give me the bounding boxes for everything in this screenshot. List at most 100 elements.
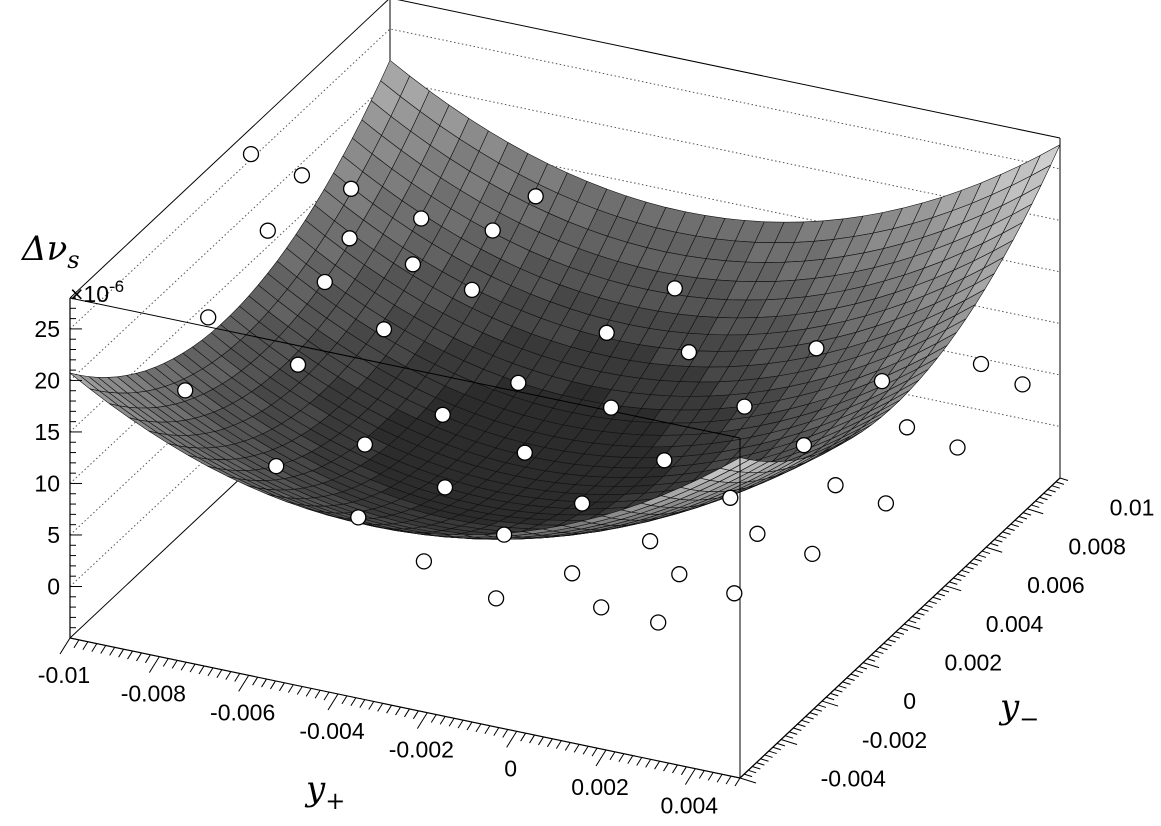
y-tick: [986, 546, 1003, 553]
x-tick: [573, 744, 580, 753]
z-tick-label: 15: [34, 419, 60, 445]
x-tick: [305, 688, 312, 697]
y-tick: [772, 746, 781, 751]
y-tick: [1002, 531, 1011, 535]
data-point: [726, 585, 743, 602]
x-tick-label: 0.002: [571, 774, 629, 800]
x-tick: [466, 721, 473, 731]
y-tick: [1006, 527, 1015, 531]
x-tick: [91, 643, 98, 652]
y-tick: [805, 715, 814, 720]
x-tick-label: -0.006: [210, 699, 275, 725]
y-tick: [752, 765, 761, 770]
y-tick: [944, 585, 962, 592]
y-tick: [867, 658, 876, 662]
x-tick: [238, 675, 250, 692]
y-tick-label: -0.002: [862, 727, 927, 753]
x-tick: [350, 697, 357, 706]
y-tick: [1047, 489, 1056, 493]
data-point: [415, 553, 433, 570]
data-point: [804, 545, 821, 563]
box-edge: [69, 0, 389, 299]
z-tick-label: 20: [34, 367, 60, 393]
x-tick: [595, 749, 607, 767]
data-point: [404, 256, 422, 273]
y-tick: [756, 762, 765, 766]
x-tick: [448, 718, 455, 727]
y-tick: [854, 669, 864, 674]
data-point: [949, 439, 966, 456]
y-tick: [1043, 492, 1052, 497]
y-tick: [912, 615, 921, 620]
data-point: [200, 309, 217, 326]
x-tick: [270, 680, 276, 690]
data-point: [375, 321, 393, 338]
y-tick: [977, 554, 987, 558]
y-tick: [780, 739, 798, 746]
x-tick: [395, 706, 401, 716]
x-tick: [198, 665, 205, 675]
x-tick: [368, 701, 375, 710]
y-tick: [953, 577, 962, 581]
x-tick: [564, 742, 571, 751]
data-point: [341, 230, 358, 247]
data-point: [484, 222, 501, 239]
z-tick-label: 10: [34, 470, 60, 496]
y-tick: [891, 635, 900, 639]
y-tick: [821, 700, 839, 707]
y-tick: [969, 562, 978, 566]
box-edge: [397, 0, 1061, 139]
z-axis-title: Δνs: [20, 229, 80, 274]
y-tick-label: 0: [903, 688, 916, 714]
y-tick: [776, 742, 786, 747]
data-point: [749, 525, 766, 542]
y-tick: [842, 681, 851, 685]
x-tick: [698, 770, 705, 779]
data-point: [259, 222, 276, 239]
y-tick: [871, 654, 880, 658]
x-tick: [636, 757, 643, 766]
data-point: [680, 344, 698, 361]
y-tick: [957, 573, 966, 578]
x-tick: [645, 759, 652, 768]
data-point: [1014, 376, 1031, 393]
x-tick: [404, 708, 410, 718]
data-point: [510, 374, 527, 392]
x-tick: [216, 669, 223, 678]
y-tick: [764, 754, 773, 758]
x-tick: [278, 682, 285, 692]
data-point: [463, 281, 481, 299]
y-tick: [973, 558, 982, 562]
x-axis-line: [69, 637, 741, 779]
x-tick: [627, 755, 634, 764]
y-tick: [920, 608, 929, 612]
x-tick: [609, 751, 616, 761]
x-axis-title: y+: [304, 769, 345, 815]
y-tick: [940, 589, 950, 593]
x-tick: [118, 648, 125, 658]
x-tick: [100, 645, 107, 654]
y-tick: [1018, 515, 1028, 520]
x-tick: [127, 650, 133, 660]
x-tick: [162, 658, 169, 667]
y-axis-title: y−: [998, 687, 1039, 733]
x-tick: [359, 699, 366, 708]
y-axis: -0.004 -0.002 0 0.002 0.004 0.006 0.008 0.01: [739, 477, 1154, 792]
x-tick: [136, 652, 142, 662]
x-tick: [171, 660, 178, 669]
data-point: [593, 599, 610, 616]
y-tick: [797, 723, 806, 728]
surface-mesh: [69, 59, 1061, 540]
y-tick: [760, 758, 769, 762]
y-tick: [793, 727, 802, 731]
x-tick: [725, 775, 732, 785]
y-tick: [916, 612, 925, 616]
x-tick: [618, 753, 625, 762]
y-tick: [994, 539, 1003, 543]
y-tick: [879, 646, 888, 651]
data-point: [650, 614, 667, 631]
y-tick: [875, 650, 884, 655]
y-tick: [1055, 481, 1065, 485]
x-tick: [189, 663, 196, 673]
x-tick-label: 0.004: [661, 793, 719, 819]
